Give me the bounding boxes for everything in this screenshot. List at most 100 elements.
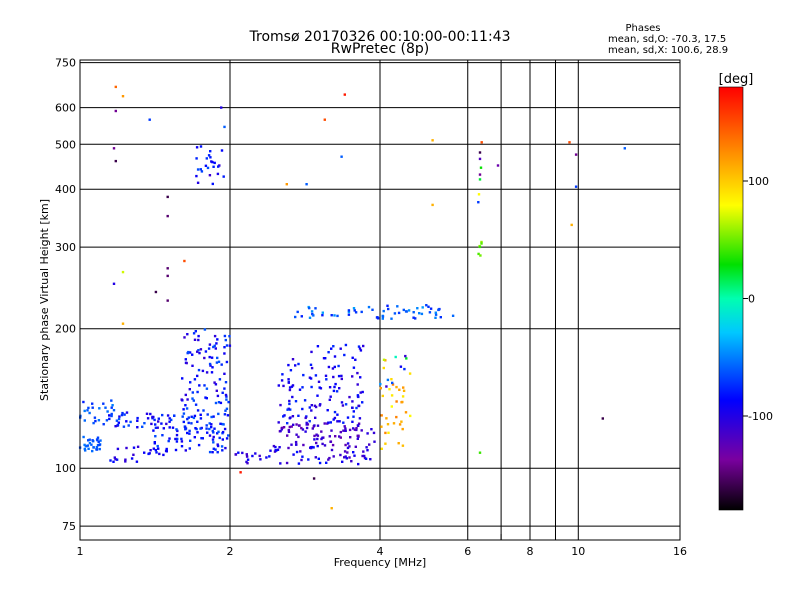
- data-point: [98, 407, 101, 410]
- data-point: [216, 394, 220, 398]
- data-point: [337, 374, 341, 378]
- data-point: [224, 409, 227, 412]
- data-point: [291, 395, 294, 399]
- data-point: [213, 161, 216, 165]
- data-point: [348, 445, 351, 448]
- data-point: [227, 434, 230, 437]
- data-point: [97, 440, 100, 444]
- data-point: [234, 453, 238, 456]
- data-point: [347, 313, 351, 316]
- data-point: [308, 420, 311, 423]
- data-point: [342, 421, 345, 424]
- data-point: [224, 446, 227, 450]
- data-point: [326, 409, 329, 412]
- data-point: [327, 458, 330, 461]
- data-point: [381, 317, 384, 320]
- data-point: [205, 157, 208, 160]
- data-point: [356, 383, 359, 386]
- data-point: [290, 443, 293, 446]
- data-point: [338, 420, 341, 423]
- data-point: [361, 401, 364, 404]
- data-point: [395, 400, 398, 403]
- data-point: [173, 414, 176, 417]
- data-point: [206, 413, 209, 416]
- data-point: [162, 453, 165, 457]
- data-point: [95, 446, 99, 449]
- data-point: [197, 443, 201, 447]
- data-point: [196, 390, 199, 394]
- data-point: [151, 415, 154, 419]
- data-point: [208, 362, 212, 366]
- data-point: [223, 334, 227, 338]
- data-point: [313, 438, 316, 441]
- data-point: [401, 400, 404, 404]
- data-point: [330, 314, 333, 317]
- data-point: [149, 449, 152, 452]
- data-point: [216, 443, 219, 446]
- data-point: [102, 423, 105, 426]
- data-point: [292, 423, 295, 426]
- data-point: [184, 449, 187, 452]
- axis-ticks: 1 2 4 6 8 10 16 75 100 200 300 400 500 600 750: [55, 57, 687, 558]
- data-point: [371, 308, 374, 311]
- data-point: [325, 461, 328, 464]
- data-point: [418, 312, 421, 315]
- data-point: [216, 451, 219, 454]
- data-point: [478, 173, 482, 176]
- data-point: [113, 456, 116, 459]
- data-point: [195, 157, 198, 160]
- data-point: [212, 345, 215, 349]
- data-point: [431, 139, 434, 142]
- data-point: [439, 316, 442, 319]
- data-point: [345, 457, 348, 460]
- stats-line-x: mean, sd,X: 100.6, 28.9: [608, 45, 728, 56]
- data-point: [216, 432, 219, 435]
- data-point: [344, 455, 347, 458]
- data-point: [295, 423, 298, 426]
- data-point: [199, 417, 203, 420]
- data-point: [420, 312, 424, 316]
- colorbar-tick-label: 0: [748, 293, 755, 306]
- data-point: [225, 398, 228, 401]
- data-point: [351, 356, 354, 359]
- data-point: [365, 446, 368, 449]
- data-point: [382, 366, 385, 370]
- data-point: [191, 397, 194, 400]
- data-point: [108, 414, 111, 417]
- data-point: [362, 450, 365, 453]
- data-point: [392, 422, 396, 425]
- data-point: [132, 446, 136, 449]
- data-point: [402, 308, 405, 312]
- data-point: [152, 447, 155, 450]
- data-point: [268, 455, 271, 458]
- data-point: [332, 389, 336, 393]
- data-point: [570, 223, 573, 227]
- data-point: [623, 147, 626, 150]
- data-point: [288, 402, 291, 406]
- data-point: [390, 317, 393, 320]
- data-point: [196, 181, 200, 184]
- data-point: [316, 345, 320, 348]
- data-point: [146, 417, 150, 420]
- data-point: [220, 363, 223, 366]
- data-point: [388, 388, 391, 391]
- data-point: [327, 365, 331, 369]
- data-point: [412, 311, 415, 314]
- data-point: [416, 307, 419, 310]
- data-point: [187, 416, 190, 419]
- data-point: [344, 427, 347, 430]
- data-point: [203, 356, 206, 360]
- data-point: [183, 336, 186, 339]
- data-point: [330, 429, 333, 432]
- data-point: [160, 422, 163, 425]
- data-point: [314, 307, 317, 310]
- data-point: [323, 118, 326, 121]
- data-point: [354, 311, 358, 314]
- data-point: [289, 408, 292, 411]
- data-point: [288, 388, 292, 392]
- data-point: [224, 381, 228, 384]
- data-point: [290, 425, 293, 428]
- data-point: [346, 451, 349, 454]
- data-point: [216, 338, 219, 341]
- data-point: [321, 442, 324, 446]
